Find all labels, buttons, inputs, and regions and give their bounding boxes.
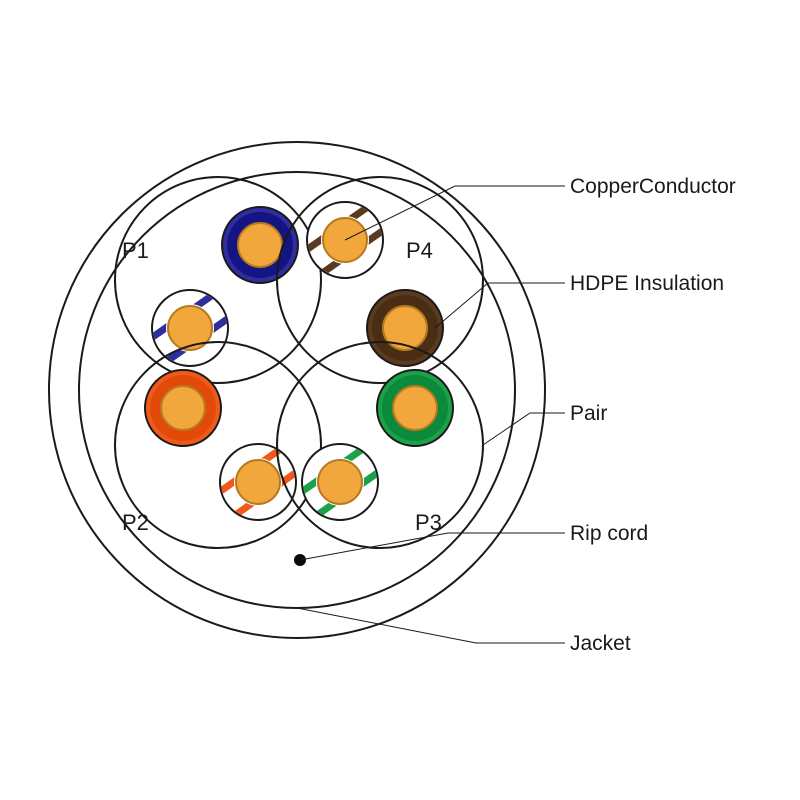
conductor-p3-striped-copper: [318, 460, 362, 504]
pair-label-p1: P1: [122, 238, 149, 263]
conductor-p1-solid-copper: [238, 223, 282, 267]
pair-label-p3: P3: [415, 510, 442, 535]
pair-label-p4: P4: [406, 238, 433, 263]
callout-label-jacket: Jacket: [570, 632, 631, 655]
conductor-p2-striped-copper: [236, 460, 280, 504]
callout-label-rip-cord: Rip cord: [570, 522, 648, 545]
callout-label-hdpe-insulation: HDPE Insulation: [570, 272, 724, 295]
pair-label-p2: P2: [122, 510, 149, 535]
conductor-p2-solid-copper: [161, 386, 205, 430]
cable-cross-section-diagram: P1 P4 P2 P3 CopperConductor HDPE Insulation Pa…: [0, 0, 800, 800]
callout-label-copper-conductor: CopperConductor: [570, 175, 736, 198]
conductor-p3-solid-copper: [393, 386, 437, 430]
callout-label-pair: Pair: [570, 402, 607, 425]
